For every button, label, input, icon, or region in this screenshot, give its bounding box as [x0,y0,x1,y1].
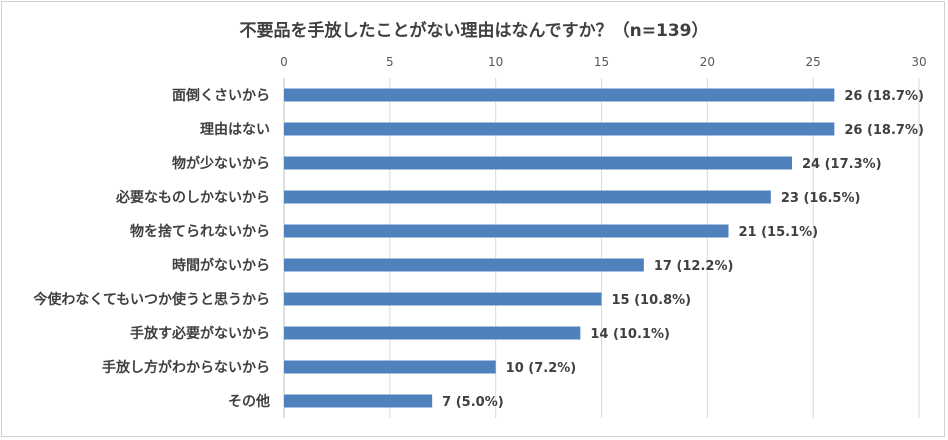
data-label: 23 (16.5%) [781,191,861,206]
chart-title: 不要品を手放したことがない理由はなんですか？（n=139） [239,21,709,41]
bar [284,122,835,136]
bar [284,224,729,238]
x-tick-label: 5 [386,55,394,69]
data-label: 14 (10.1%) [590,327,670,342]
bar [284,258,644,272]
data-label: 26 (18.7%) [844,89,924,104]
x-tick-label: 10 [488,55,503,69]
data-label: 26 (18.7%) [844,123,924,138]
x-tick-label: 30 [911,55,926,69]
category-label: 必要なものしかないから [115,189,270,206]
category-label: 手放し方がわからないから [102,359,270,376]
bar [284,88,835,102]
data-label: 24 (17.3%) [802,157,882,172]
x-tick-label: 20 [700,55,715,69]
bar [284,326,581,340]
category-label: その他 [228,393,270,410]
x-tick-label: 25 [806,55,821,69]
category-label: 面倒くさいから [172,87,270,104]
data-label: 15 (10.8%) [612,293,692,308]
data-label: 7 (5.0%) [442,395,504,410]
bar [284,292,602,306]
category-label: 手放す必要がないから [130,325,270,342]
x-tick-label: 15 [594,55,609,69]
bar [284,360,496,374]
category-label: 物を捨てられないから [130,223,270,240]
category-label: 理由はない [200,121,270,138]
bar [284,190,771,204]
data-label: 10 (7.2%) [506,361,577,376]
category-label: 今使わなくてもいつか使うと思うから [32,291,270,308]
data-label: 21 (15.1%) [739,225,819,240]
data-label: 17 (12.2%) [654,259,734,274]
category-label: 時間がないから [172,257,270,274]
category-label: 物が少ないから [172,155,270,172]
x-tick-label: 0 [280,55,288,69]
bar [284,394,433,408]
bar [284,156,792,170]
